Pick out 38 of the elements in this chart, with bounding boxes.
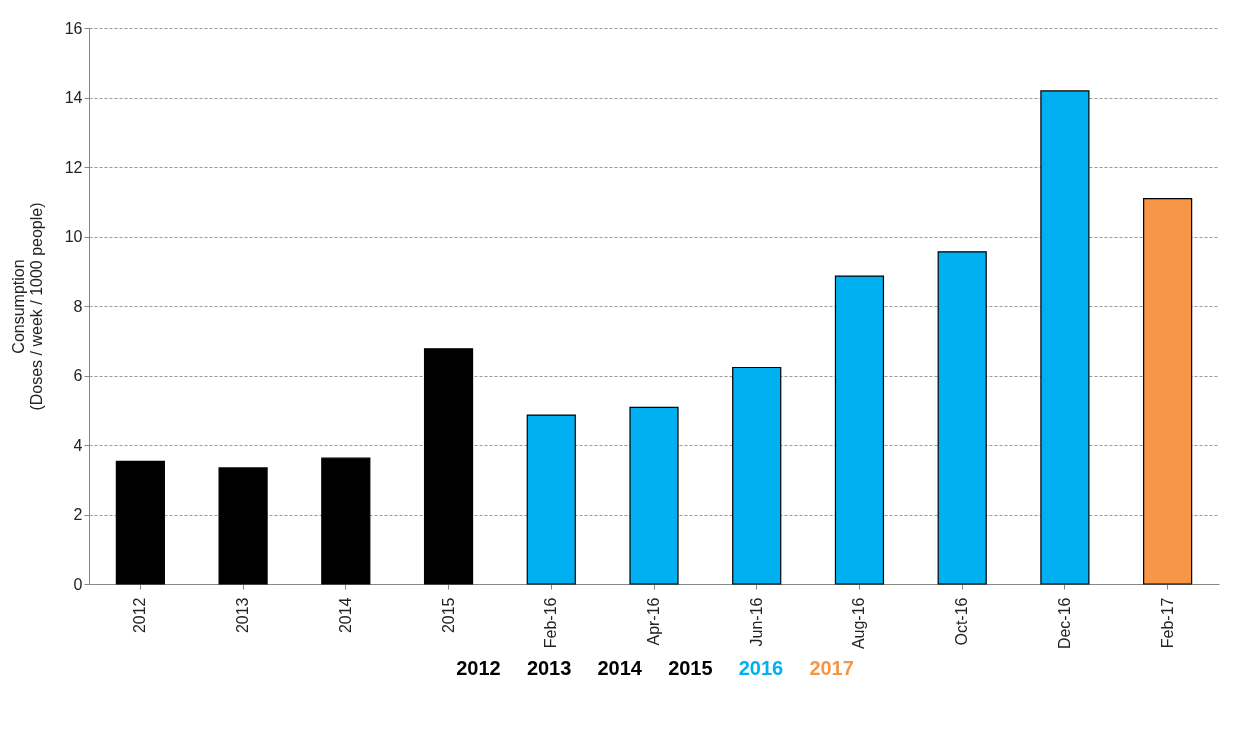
bar	[1143, 198, 1193, 585]
text: 2012	[456, 657, 501, 679]
y-tick-label: 6	[73, 367, 83, 384]
y-tick-label: 8	[73, 297, 83, 315]
bar	[732, 366, 782, 585]
bar	[937, 251, 987, 585]
text: 2014	[597, 657, 643, 679]
bar	[629, 406, 679, 585]
y-tick-label: 14	[64, 89, 83, 106]
x-tick-label: Jun-16	[747, 597, 765, 647]
bar	[423, 348, 474, 585]
bar	[1040, 90, 1090, 585]
y-tick-label: 16	[64, 19, 83, 37]
y-axis-title: Consumption (Doses / week / 1000 people)	[9, 202, 45, 411]
x-tick-label: 2012	[131, 597, 149, 634]
x-tick-label: Apr-16	[645, 597, 662, 646]
y-tick-label: 10	[64, 228, 83, 245]
text: 2016	[738, 657, 784, 679]
bar	[834, 275, 885, 585]
bar	[526, 414, 576, 585]
x-tick-label: 2013	[234, 597, 252, 634]
y-tick-label: 0	[73, 575, 83, 593]
x-tick-label: Feb-17	[1158, 597, 1176, 649]
x-tick-label: 2015	[439, 597, 457, 634]
bar	[321, 457, 371, 585]
y-tick-label: 12	[64, 158, 83, 176]
text: 2015	[668, 657, 713, 679]
y-tick-label: 4	[73, 436, 83, 454]
text: 2017	[809, 657, 854, 679]
x-tick-label: 2014	[336, 597, 354, 634]
bar	[115, 460, 165, 585]
y-tick-label: 2	[73, 506, 83, 523]
text: 2013	[526, 657, 572, 679]
x-tick-label: Aug-16	[850, 597, 868, 650]
x-tick-label: Dec-16	[1055, 597, 1073, 650]
bar	[218, 467, 268, 585]
x-tick-label: Oct-16	[953, 597, 971, 646]
x-tick-label: Feb-16	[542, 597, 560, 649]
